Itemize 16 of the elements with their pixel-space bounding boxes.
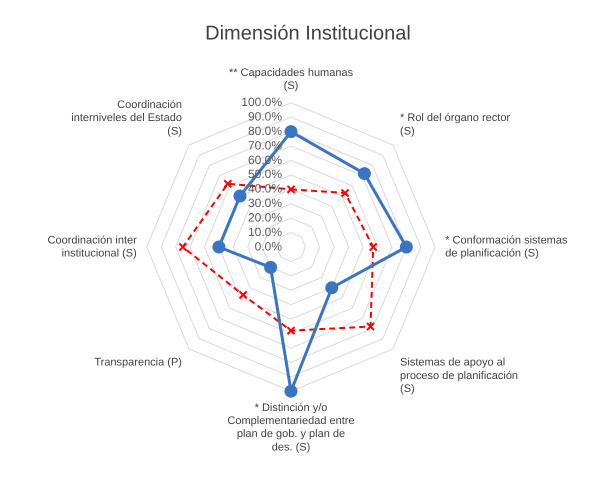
y-tick-label: 80.0% [248, 124, 282, 138]
spoke-label: ** Capacidades humanas (S) [228, 67, 354, 92]
y-tick-label: 0.0% [254, 239, 282, 254]
spoke-label: * Conformación sistemas de planificación (S) [445, 234, 568, 260]
y-tick-label: 90.0% [248, 110, 282, 124]
spoke-label: Sistemas de apoyo al proceso de planificación (S) [400, 356, 518, 396]
y-tick-label: 10.0% [248, 224, 282, 239]
y-tick-label: 30.0% [248, 196, 282, 210]
chart-title: Dimensión Institucional [205, 22, 411, 45]
spoke-label: * Distinción y/o Complementariedad entre plan de gob. y plan de des. (S) [227, 402, 355, 454]
spoke-label: * Rol del órgano rector (S) [400, 112, 510, 138]
spoke-label: Transparencia (P) [94, 356, 182, 369]
spoke-label: Coordinación inter institucional (S) [48, 234, 138, 260]
y-tick-label: 20.0% [248, 210, 282, 224]
y-tick-label: 100.0% [241, 95, 282, 110]
spoke-label: Coordinación interniveles del Estado (S) [71, 98, 182, 138]
